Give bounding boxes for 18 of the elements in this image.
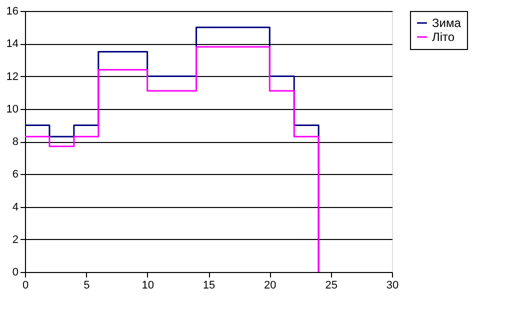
y-tick-label: 4 [12,201,18,214]
y-tick-label: 0 [12,266,18,278]
x-tick-label: 5 [84,280,90,292]
y-tick-label: 14 [6,38,18,50]
y-tick-label: 12 [6,70,18,83]
x-tick-label: 25 [325,280,338,292]
x-tick-label: 15 [202,280,216,292]
y-tick-label: 2 [12,234,18,246]
y-tick-label: 16 [6,6,18,18]
y-tick-label: 10 [6,103,18,116]
x-tick-label: 20 [264,280,276,292]
y-tick-label: 8 [12,136,18,148]
legend-label: Літо [432,30,455,44]
y-tick-label: 6 [12,168,18,181]
x-tick-label: 10 [142,280,154,292]
legend-label: Зима [432,16,462,30]
x-tick-label: 30 [386,280,399,292]
x-tick-label: 0 [22,280,29,292]
